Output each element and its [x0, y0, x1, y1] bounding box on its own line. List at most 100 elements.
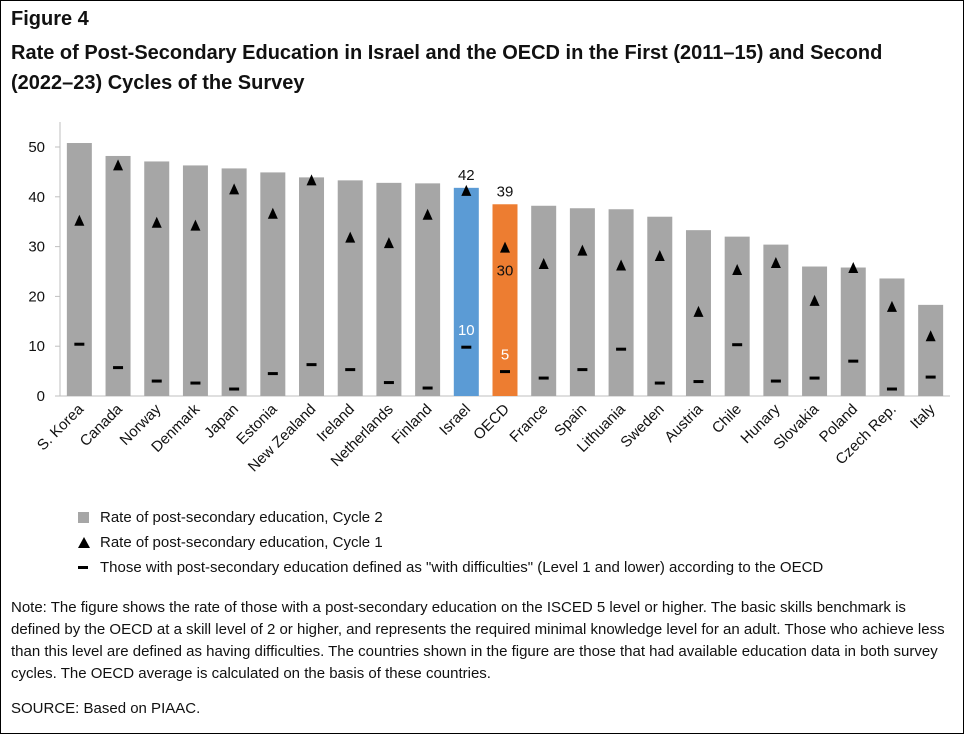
data-label-difficulties: 10 — [458, 322, 475, 339]
x-tick-label: France — [506, 401, 551, 446]
bar-swatch-icon — [78, 512, 89, 523]
bar-cycle2 — [299, 177, 325, 396]
bar-cycle2 — [376, 182, 402, 396]
bar-cycle2 — [221, 168, 247, 396]
bar-cycle2 — [608, 209, 634, 396]
legend-label-cycle2: Rate of post-secondary education, Cycle … — [100, 509, 383, 526]
x-tick-label: Sweden — [617, 401, 667, 451]
marker-difficulties — [422, 386, 433, 390]
marker-cycle1 — [267, 207, 278, 219]
bar-cycle2 — [840, 267, 866, 396]
bar-cycle2 — [182, 165, 208, 396]
x-tick-label: Austria — [661, 400, 706, 445]
marker-cycle1 — [500, 241, 510, 253]
marker-cycle1 — [886, 300, 897, 312]
marker-difficulties — [809, 376, 820, 380]
y-tick-label: 40 — [28, 189, 45, 206]
marker-cycle1 — [577, 244, 588, 256]
marker-difficulties — [654, 381, 665, 385]
bar-cycle2 — [105, 155, 131, 396]
marker-cycle1 — [151, 216, 162, 228]
data-label-cycle2: 39 — [497, 183, 514, 200]
marker-difficulties — [616, 347, 627, 351]
legend-item-difficulties: Those with post-secondary education defi… — [78, 555, 823, 580]
marker-difficulties — [190, 381, 201, 385]
marker-difficulties — [538, 376, 549, 380]
data-label-difficulties: 5 — [501, 347, 509, 364]
bar-cycle2 — [337, 180, 363, 396]
bar-cycle2 — [763, 244, 789, 396]
marker-cycle1 — [809, 294, 820, 306]
marker-difficulties — [848, 359, 859, 363]
bar-cycle2 — [879, 278, 905, 396]
y-tick-label: 50 — [28, 139, 45, 156]
bar-cycle2 — [144, 161, 170, 396]
x-tick-label: OECD — [470, 401, 513, 444]
bar-cycle2 — [492, 204, 518, 396]
y-tick-label: 30 — [28, 239, 45, 256]
marker-cycle1 — [190, 219, 201, 231]
x-tick-label: Israel — [436, 401, 474, 439]
marker-cycle1 — [732, 264, 743, 276]
marker-cycle1 — [383, 237, 394, 249]
figure-label: Figure 4 — [11, 8, 89, 30]
marker-cycle1 — [229, 183, 240, 195]
marker-cycle1 — [306, 174, 317, 186]
bar-cycle2 — [531, 205, 557, 396]
figure-source: SOURCE: Based on PIAAC. — [11, 700, 201, 717]
y-tick-label: 10 — [28, 338, 45, 355]
legend-label-difficulties: Those with post-secondary education defi… — [100, 559, 824, 576]
bar-cycle2 — [918, 304, 944, 396]
marker-difficulties — [74, 342, 85, 346]
legend-item-cycle1: Rate of post-secondary education, Cycle … — [78, 530, 823, 555]
dash-marker-icon — [78, 566, 88, 569]
chart-title: Rate of Post-Secondary Education in Isra… — [11, 42, 883, 94]
legend-label-cycle1: Rate of post-secondary education, Cycle … — [100, 534, 383, 551]
marker-difficulties — [151, 379, 162, 383]
bar-cycle2 — [802, 266, 828, 396]
marker-difficulties — [693, 380, 704, 384]
data-label-cycle1: 30 — [497, 263, 514, 280]
marker-cycle1 — [422, 208, 433, 220]
x-tick-label: New Zealand — [245, 401, 320, 476]
x-tick-label: S. Korea — [34, 400, 88, 454]
marker-cycle1 — [693, 305, 704, 317]
marker-difficulties — [886, 387, 897, 391]
y-tick-label: 0 — [37, 388, 45, 405]
x-tick-label: Canada — [77, 400, 127, 450]
marker-cycle1 — [345, 231, 356, 243]
marker-cycle1 — [113, 159, 124, 171]
bar-cycle2 — [66, 143, 92, 396]
marker-difficulties — [770, 379, 781, 383]
marker-cycle1 — [770, 257, 781, 269]
bar-cycle2 — [647, 216, 673, 396]
marker-cycle1 — [538, 258, 549, 270]
bar-cycle2 — [260, 172, 286, 396]
marker-difficulties — [345, 368, 356, 372]
marker-cycle1 — [461, 184, 472, 196]
marker-cycle1 — [848, 262, 859, 274]
marker-cycle1 — [925, 330, 936, 342]
bar-cycle2 — [724, 236, 750, 396]
figure-note: Note: The figure shows the rate of those… — [11, 599, 945, 682]
marker-cycle1 — [74, 214, 85, 226]
marker-difficulties — [732, 343, 743, 347]
chart-legend: Rate of post-secondary education, Cycle … — [78, 505, 823, 580]
bar-cycle2 — [453, 187, 479, 396]
marker-difficulties — [306, 363, 317, 367]
marker-difficulties — [461, 345, 472, 349]
marker-difficulties — [925, 375, 936, 379]
marker-difficulties — [229, 387, 240, 391]
x-tick-label: Italy — [907, 400, 939, 432]
legend-item-cycle2: Rate of post-secondary education, Cycle … — [78, 505, 823, 530]
data-label-cycle2: 42 — [458, 167, 475, 184]
x-tick-label: Finland — [389, 401, 436, 448]
triangle-marker-icon — [78, 537, 90, 548]
marker-cycle1 — [654, 250, 665, 262]
bar-cycle2 — [569, 208, 595, 396]
marker-difficulties — [267, 372, 278, 376]
marker-difficulties — [500, 370, 510, 374]
marker-difficulties — [113, 366, 124, 370]
y-tick-label: 20 — [28, 288, 45, 305]
